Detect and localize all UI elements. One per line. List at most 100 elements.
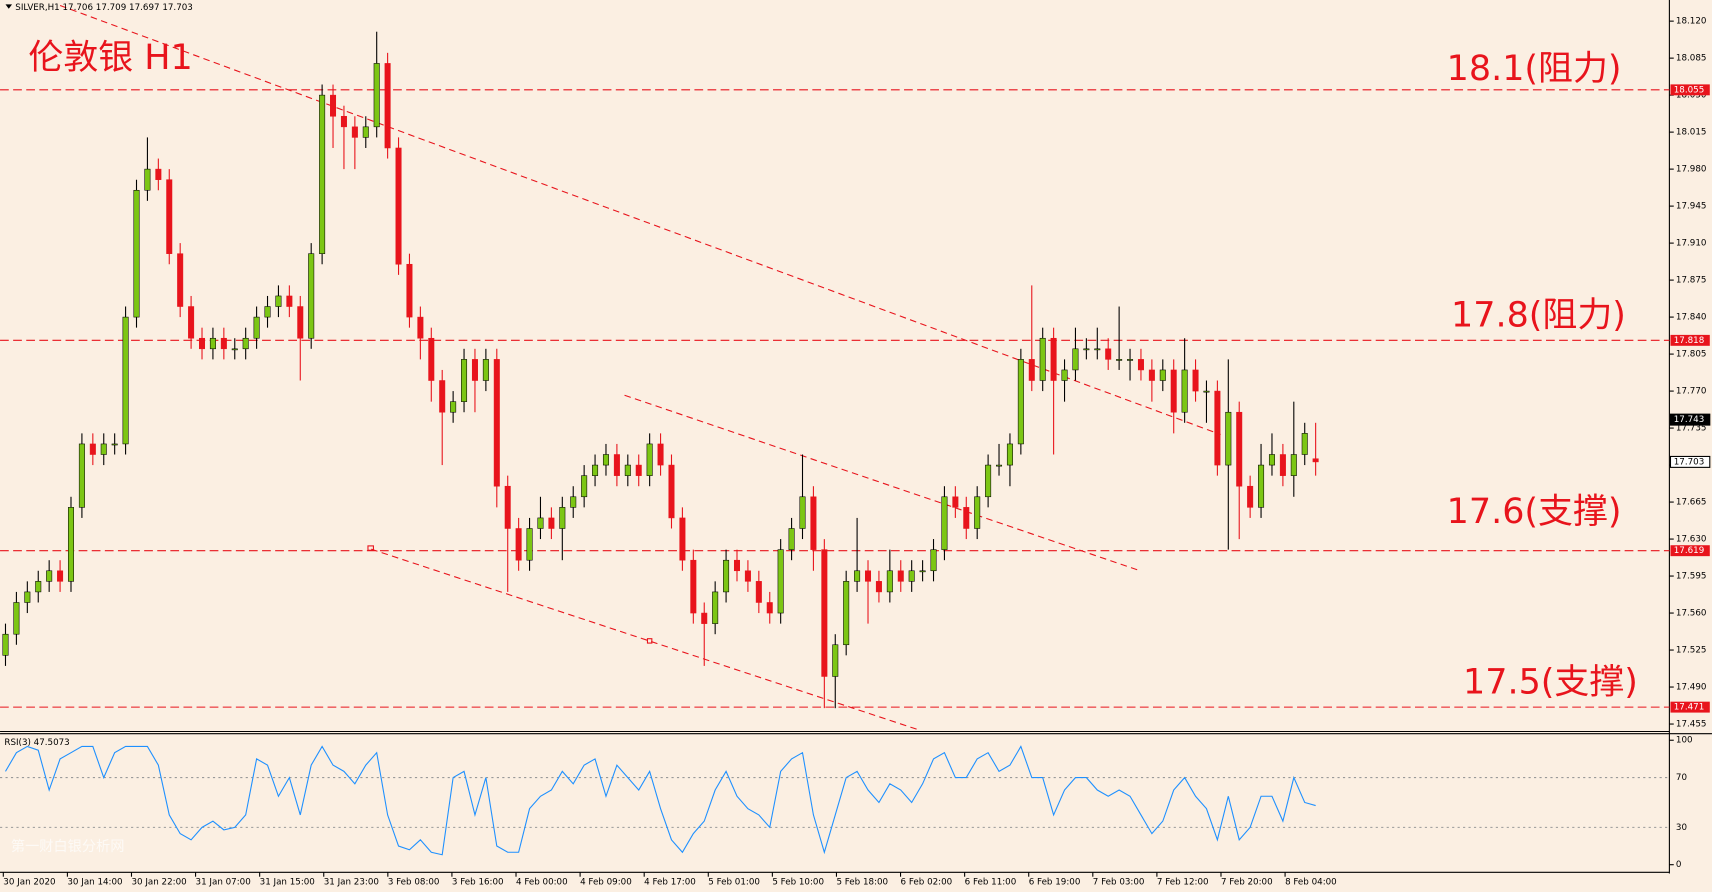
y-tick-label: 18.050 <box>1676 91 1707 101</box>
candle-body <box>493 359 500 487</box>
level-label-box <box>1670 545 1710 557</box>
candle-body <box>57 570 64 582</box>
candle-body <box>122 316 129 445</box>
candle-body <box>482 359 489 381</box>
candle-body <box>209 337 216 350</box>
candle-body <box>941 496 948 550</box>
candle-body <box>1192 369 1199 392</box>
x-tick-label: 5 Feb 01:00 <box>708 878 760 888</box>
y-tick-label: 17.525 <box>1676 646 1707 656</box>
candle-body <box>2 633 9 656</box>
candle-body <box>515 528 522 561</box>
candle-body <box>1083 348 1090 351</box>
candle-body <box>1290 454 1297 476</box>
x-tick-label: 3 Feb 08:00 <box>388 878 440 888</box>
level-label-box <box>1670 334 1710 346</box>
candle-body <box>111 443 118 446</box>
x-tick-label: 6 Feb 02:00 <box>901 878 953 888</box>
candle-body <box>1105 348 1112 360</box>
candle-body <box>362 126 369 138</box>
level-label: 17.619 <box>1674 546 1705 556</box>
candle-body <box>854 570 861 582</box>
candle-body <box>1137 359 1144 371</box>
candle-body <box>1028 359 1035 381</box>
candle-body <box>581 475 588 498</box>
candle-body <box>548 517 555 529</box>
y-tick-label: 17.455 <box>1676 720 1707 730</box>
y-tick-label: 17.840 <box>1676 313 1707 323</box>
candle-body <box>821 549 828 677</box>
x-tick-label: 5 Feb 18:00 <box>836 878 888 888</box>
candle-body <box>766 602 773 614</box>
candle-body <box>733 559 740 572</box>
candle-body <box>417 316 424 339</box>
candle-body <box>985 464 992 498</box>
rsi-label: RSI(3) 47.5073 <box>4 738 69 748</box>
candle-body <box>592 464 599 476</box>
candle-body <box>166 179 173 254</box>
candle-body <box>395 147 402 265</box>
y-tick-label: 17.770 <box>1676 387 1707 397</box>
x-tick-label: 6 Feb 19:00 <box>1029 878 1081 888</box>
candle-body <box>384 63 391 149</box>
trend-line <box>59 4 1221 436</box>
candle-body <box>788 528 795 550</box>
candle-body <box>701 612 708 624</box>
candle-body <box>1225 411 1232 466</box>
candle-body <box>461 359 468 402</box>
candle-body <box>668 464 675 519</box>
chart-title: SILVER,H1 17.706 17.709 17.697 17.703 <box>15 3 193 13</box>
candle-body <box>188 306 195 339</box>
candle-body <box>1236 411 1243 487</box>
annotation: 17.5(支撑) <box>1463 662 1638 702</box>
candle-body <box>78 443 85 508</box>
candle-body <box>253 316 260 339</box>
candle-body <box>537 517 544 529</box>
candle-body <box>875 581 882 593</box>
candle-body <box>439 380 446 413</box>
candle-body <box>570 496 577 508</box>
candle-body <box>1094 348 1101 351</box>
candle-body <box>1268 454 1275 466</box>
candle-body <box>897 570 904 582</box>
candle-body <box>340 115 347 128</box>
y-tick-label: 18.085 <box>1676 54 1707 64</box>
level-label: 17.471 <box>1674 703 1705 713</box>
candle-body <box>308 253 315 339</box>
candle-body <box>657 443 664 466</box>
x-tick-label: 8 Feb 04:00 <box>1285 878 1337 888</box>
candle-body <box>974 496 981 529</box>
y-tick-label: 17.805 <box>1676 350 1707 360</box>
anchor-point <box>646 638 653 644</box>
candle-body <box>100 443 107 455</box>
level-label: 18.055 <box>1674 85 1705 95</box>
x-tick-label: 5 Feb 10:00 <box>772 878 824 888</box>
level-label-box <box>1670 701 1710 713</box>
y-tick-label: 18.120 <box>1676 17 1707 27</box>
price-label: 17.743 <box>1674 415 1705 425</box>
candle-body <box>1279 454 1286 476</box>
candle-body <box>1203 390 1210 393</box>
x-tick-label: 7 Feb 12:00 <box>1157 878 1209 888</box>
candle-body <box>559 507 566 529</box>
candle-body <box>930 549 937 572</box>
candle-body <box>886 570 893 593</box>
y-tick-label: 17.945 <box>1676 202 1707 212</box>
candle-body <box>1072 348 1079 371</box>
candle-body <box>406 263 413 318</box>
y-tick-label: 17.630 <box>1676 535 1707 545</box>
candle-body <box>319 94 326 254</box>
y-tick-label: 17.665 <box>1676 498 1707 508</box>
x-tick-label: 4 Feb 09:00 <box>580 878 632 888</box>
candle-body <box>67 507 74 582</box>
candle-body <box>1214 390 1221 466</box>
candle-body <box>1017 359 1024 445</box>
x-tick-label: 3 Feb 16:00 <box>452 878 504 888</box>
level-label: 17.818 <box>1674 336 1705 346</box>
candle-body <box>1061 369 1068 381</box>
candle-body <box>799 496 806 529</box>
candle-body <box>996 464 1003 467</box>
candle-body <box>690 559 697 614</box>
price-label: 17.703 <box>1674 457 1705 467</box>
candle-body <box>1181 369 1188 413</box>
